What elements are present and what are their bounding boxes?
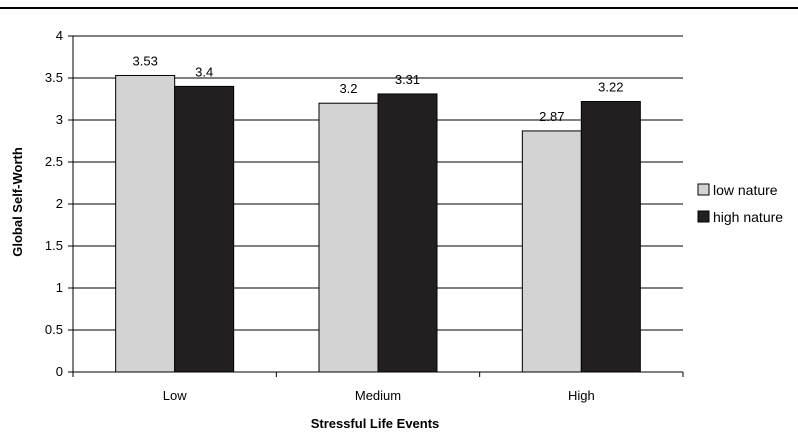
bars — [115, 74, 641, 373]
data-label-low-nature-low: 3.53 — [133, 53, 158, 68]
bar-low-nature-medium — [318, 102, 379, 373]
y-tick-label-5: 2.5 — [45, 154, 63, 169]
legend-label-low-nature: low nature — [713, 182, 778, 198]
data-label-high-nature-high: 3.22 — [598, 80, 623, 95]
x-axis-title: Stressful Life Events — [311, 416, 440, 431]
bar-high-nature-high — [580, 101, 641, 373]
bar-high-nature-low — [174, 85, 235, 373]
axes: 0 0.5 1 1.5 2 2.5 3 3.5 4 Low Medium High — [45, 28, 684, 403]
y-tick-label-0: 0 — [56, 364, 63, 379]
y-axis-title: Global Self-Worth — [10, 147, 25, 257]
data-labels: 3.53 3.4 3.2 3.31 2.87 3.22 — [133, 53, 624, 123]
y-tick-label-3: 1.5 — [45, 238, 63, 253]
legend-box — [694, 178, 798, 230]
y-tick-label-4: 2 — [56, 196, 63, 211]
legend-label-high-nature: high nature — [713, 209, 783, 225]
y-tick-label-8: 4 — [56, 28, 63, 43]
data-label-high-nature-low: 3.4 — [195, 64, 213, 79]
legend-swatch-low-nature — [697, 183, 710, 196]
bar-high-nature-medium — [377, 93, 438, 373]
bar-low-nature-high — [521, 130, 582, 373]
data-label-low-nature-high: 2.87 — [539, 109, 564, 124]
x-tick-label-low: Low — [163, 388, 187, 403]
x-tick-label-high: High — [568, 388, 595, 403]
legend: low nature high nature — [694, 178, 798, 230]
legend-swatch-high-nature — [697, 210, 710, 223]
y-tick-label-6: 3 — [56, 112, 63, 127]
x-tick-label-medium: Medium — [355, 388, 401, 403]
y-tick-label-2: 1 — [56, 280, 63, 295]
y-tick-label-7: 3.5 — [45, 70, 63, 85]
y-tick-label-1: 0.5 — [45, 322, 63, 337]
bar-low-nature-low — [115, 74, 176, 373]
data-label-high-nature-medium: 3.31 — [395, 72, 420, 87]
data-label-low-nature-medium: 3.2 — [339, 81, 357, 96]
